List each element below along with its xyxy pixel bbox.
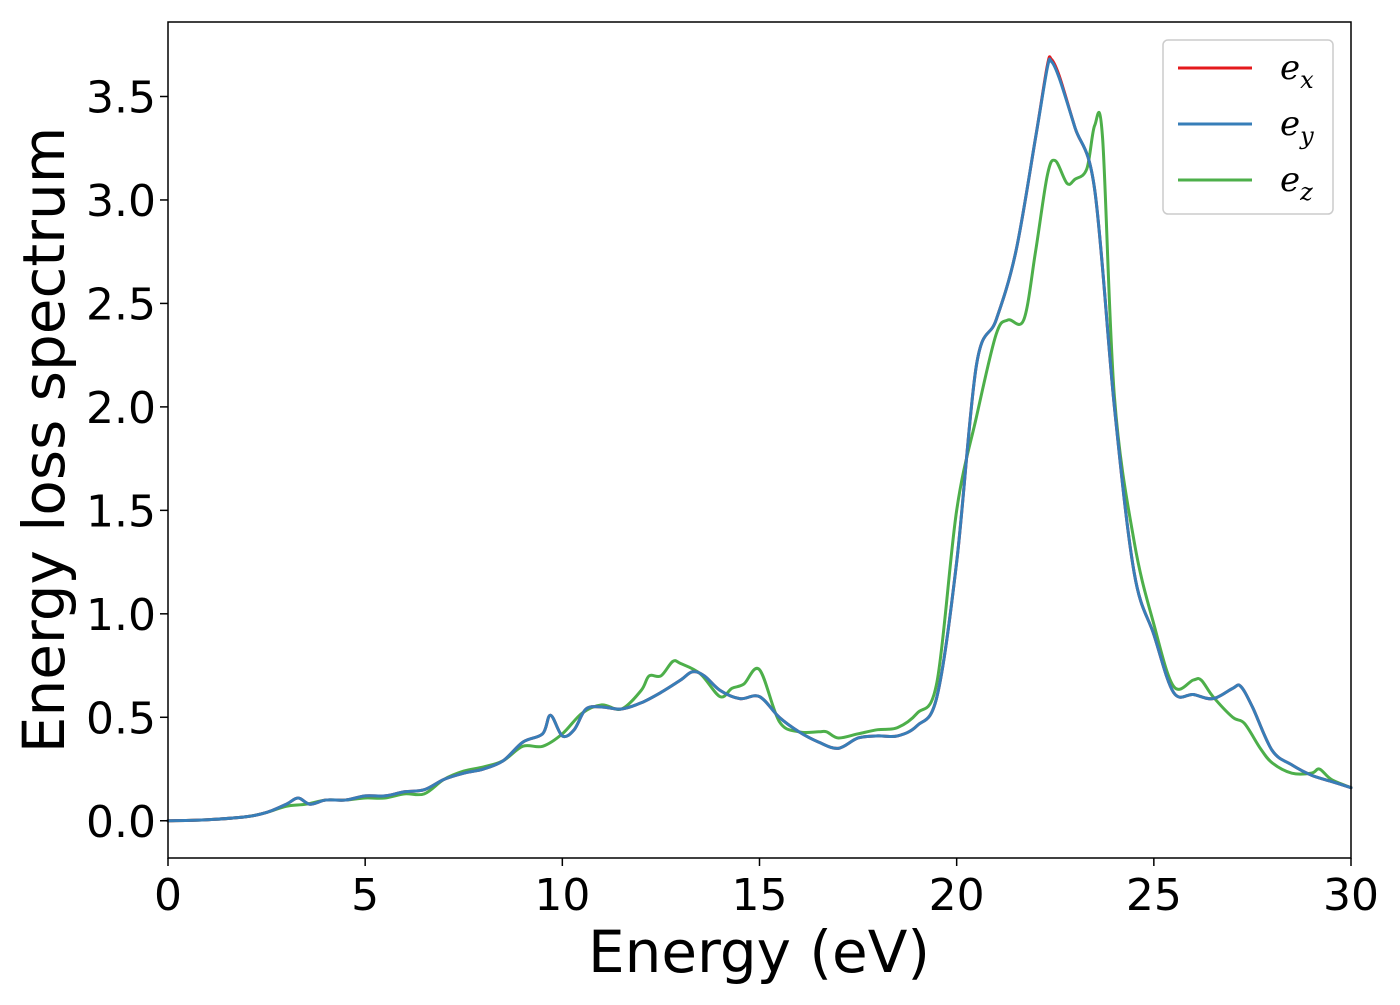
legend-subscript-z: z	[1299, 178, 1313, 206]
x-axis-title: Energy (eV)	[588, 918, 930, 986]
series-line-z	[166, 110, 1353, 823]
legend-subscript-x: x	[1300, 66, 1314, 94]
x-tick-label: 25	[1126, 870, 1182, 921]
x-tick-label: 20	[929, 870, 985, 921]
y-axis: 0.0 0.5 1.0 1.5 2.0 2.5 3.0 3.5	[86, 72, 168, 848]
y-tick-label: 0.5	[86, 693, 156, 744]
x-tick-label: 5	[351, 870, 379, 921]
x-axis: 0 5 10 15 20 25 30	[154, 858, 1379, 921]
x-tick-label: 0	[154, 870, 182, 921]
x-tick-label: 10	[534, 870, 590, 921]
y-tick-label: 3.0	[86, 176, 156, 227]
y-tick-label: 1.0	[86, 590, 156, 641]
y-tick-label: 3.5	[86, 72, 156, 123]
series-line-y	[166, 57, 1353, 823]
y-axis-title: Energy loss spectrum	[10, 127, 78, 753]
y-tick-label: 0.0	[86, 797, 156, 848]
x-tick-label: 30	[1323, 870, 1379, 921]
legend-subscript-y: y	[1299, 122, 1314, 150]
x-tick-label: 15	[732, 870, 788, 921]
y-tick-label: 2.5	[86, 279, 156, 330]
y-tick-label: 2.0	[86, 383, 156, 434]
series-layer	[166, 55, 1353, 823]
y-tick-label: 1.5	[86, 486, 156, 537]
legend-box	[1162, 39, 1334, 215]
